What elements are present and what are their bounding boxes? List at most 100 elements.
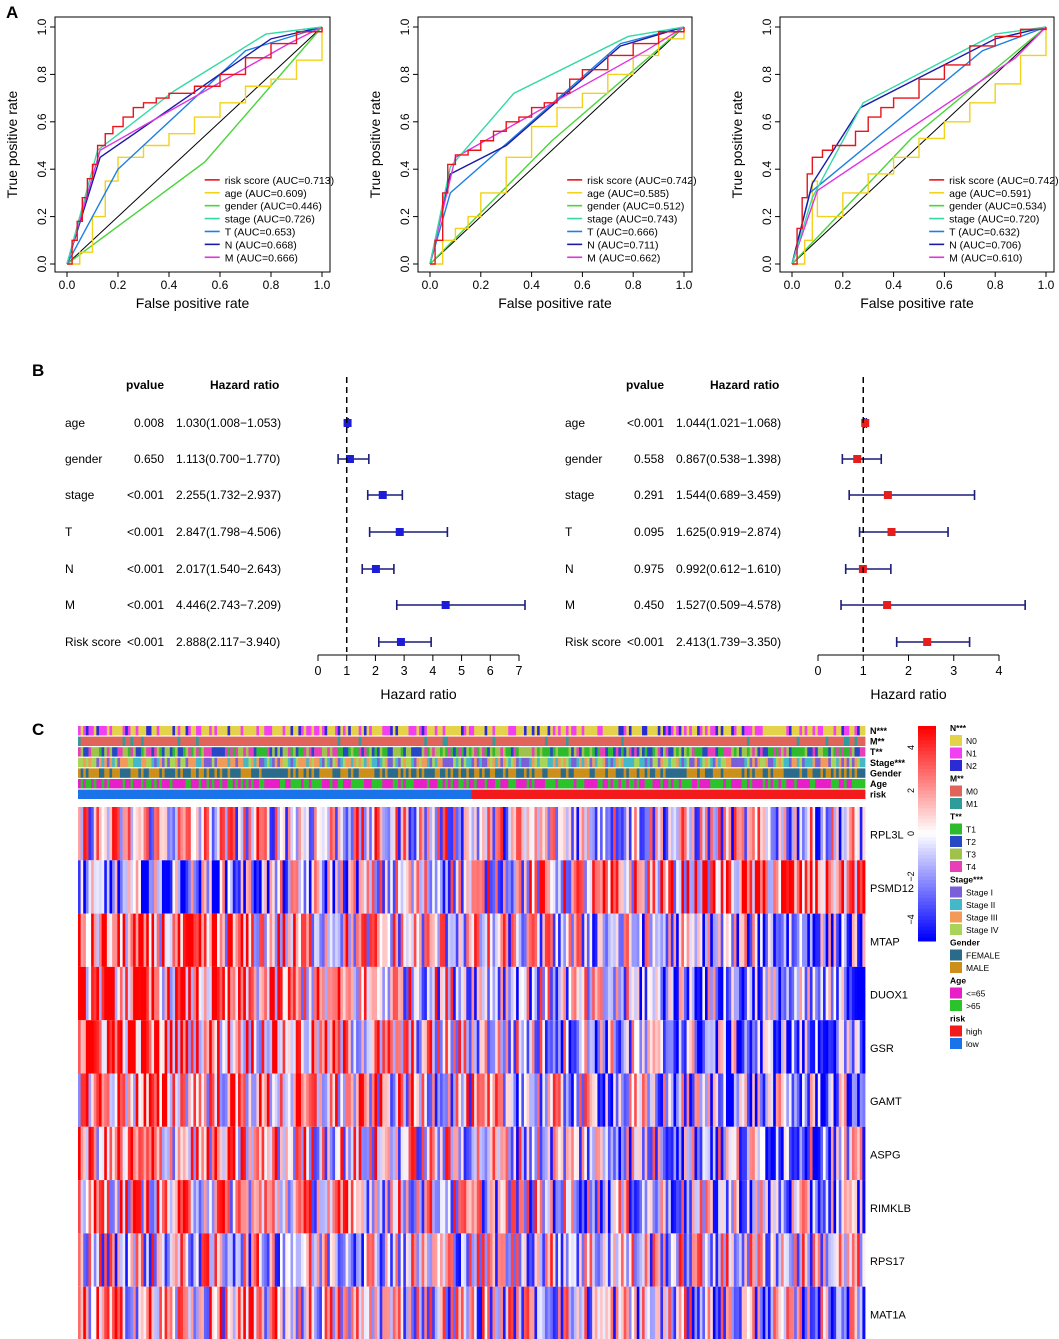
heat-cell: [232, 1233, 236, 1287]
heat-cell: [400, 860, 404, 914]
heat-cell: [83, 1020, 87, 1074]
annotation-cell: [148, 779, 152, 789]
annotation-cell: [539, 726, 543, 736]
heat-cell: [377, 807, 381, 861]
row-pvalue: 0.650: [134, 452, 164, 466]
annotation-cell: [830, 789, 834, 799]
annotation-cell: [715, 726, 719, 736]
heat-cell: [461, 1020, 465, 1074]
heat-cell: [277, 1073, 281, 1127]
heat-cell: [306, 860, 310, 914]
annotation-cell: [767, 726, 771, 736]
heat-cell: [463, 807, 467, 861]
annotation-cell: [198, 757, 202, 768]
heat-cell: [382, 966, 386, 1021]
heat-cell: [594, 1180, 598, 1234]
heat-cell: [579, 1020, 583, 1074]
annotation-cell: [211, 747, 215, 757]
annotation-cell: [259, 736, 263, 746]
heat-cell: [78, 807, 82, 861]
heat-cell: [282, 913, 286, 967]
heat-cell: [395, 1073, 399, 1127]
heat-cell: [683, 860, 688, 914]
annotation-cell: [586, 789, 590, 799]
annotation-cell: [644, 789, 648, 799]
annotation-cell: [657, 789, 661, 799]
heat-cell: [437, 807, 441, 861]
roc-curve-risk: [67, 27, 323, 265]
heat-cell: [369, 1233, 373, 1287]
heat-cell: [253, 807, 257, 861]
x-tick-label: 3: [401, 664, 408, 678]
roc-curve-age: [792, 27, 1047, 265]
heat-cell: [647, 1073, 651, 1127]
heat-cell: [227, 966, 231, 1021]
heat-cell: [274, 1073, 278, 1127]
annotation-cell: [272, 736, 276, 746]
annotation-cell: [340, 768, 344, 778]
annotation-cell: [384, 736, 388, 746]
heat-cell: [744, 966, 748, 1021]
annotation-cell: [760, 768, 764, 778]
annotation-cell: [542, 736, 546, 746]
annotation-cell: [390, 789, 394, 799]
annotation-cell: [416, 768, 420, 778]
annotation-cell: [295, 757, 299, 768]
heat-cell: [476, 1233, 480, 1287]
heat-cell: [862, 913, 866, 967]
heat-cell: [458, 1126, 462, 1181]
heat-cell: [190, 1073, 194, 1127]
heat-cell: [235, 1126, 239, 1181]
heat-cell: [613, 913, 617, 967]
heat-cell: [403, 807, 407, 861]
annotation-cell: [707, 768, 711, 778]
annotation-cell: [235, 768, 239, 778]
legend-label-T: T (AUC=0.653): [225, 226, 296, 238]
annotation-cell: [739, 789, 743, 799]
annotation-cell: [356, 779, 360, 789]
annotation-cell: [471, 757, 475, 768]
heat-cell: [164, 860, 168, 914]
heat-cell: [647, 1020, 651, 1074]
annotation-cell: [411, 747, 415, 757]
heat-cell: [715, 1180, 719, 1234]
heat-cell: [668, 1180, 672, 1234]
annotation-cell: [463, 726, 467, 736]
annotation-cell: [781, 789, 785, 799]
heat-cell: [327, 966, 331, 1021]
heat-cell: [416, 1020, 420, 1074]
heat-cell: [736, 860, 740, 914]
heat-cell: [377, 1126, 381, 1181]
heat-cell: [502, 1233, 507, 1287]
heat-cell: [749, 1180, 753, 1234]
annotation-cell: [335, 747, 339, 757]
heat-cell: [243, 1233, 247, 1287]
heat-cell: [655, 1180, 659, 1234]
heat-cell: [791, 1126, 795, 1181]
annotation-cell: [256, 779, 260, 789]
heat-cell: [825, 966, 829, 1021]
heat-cell: [849, 1020, 853, 1074]
heat-cell: [773, 1073, 777, 1127]
heat-cell: [175, 1180, 179, 1234]
annotation-cell: [303, 747, 307, 757]
annotation-cell: [497, 757, 501, 768]
annotation-cell: [631, 757, 635, 768]
heat-cell: [266, 860, 270, 914]
annotation-cell: [356, 757, 360, 768]
annotation-cell: [846, 768, 850, 778]
annotation-cell: [555, 779, 559, 789]
heat-cell: [450, 1126, 454, 1181]
heat-cell: [130, 1233, 134, 1287]
heat-cell: [846, 966, 850, 1021]
heat-cell: [217, 860, 221, 914]
annotation-cell: [164, 779, 168, 789]
heat-cell: [91, 860, 95, 914]
heat-cell: [206, 1233, 210, 1287]
annotation-cell: [537, 789, 541, 799]
annotation-cell: [387, 736, 391, 746]
annotation-cell: [686, 789, 690, 799]
heat-cell: [489, 1126, 493, 1181]
heat-cell: [542, 1126, 546, 1181]
annotation-cell: [718, 779, 722, 789]
